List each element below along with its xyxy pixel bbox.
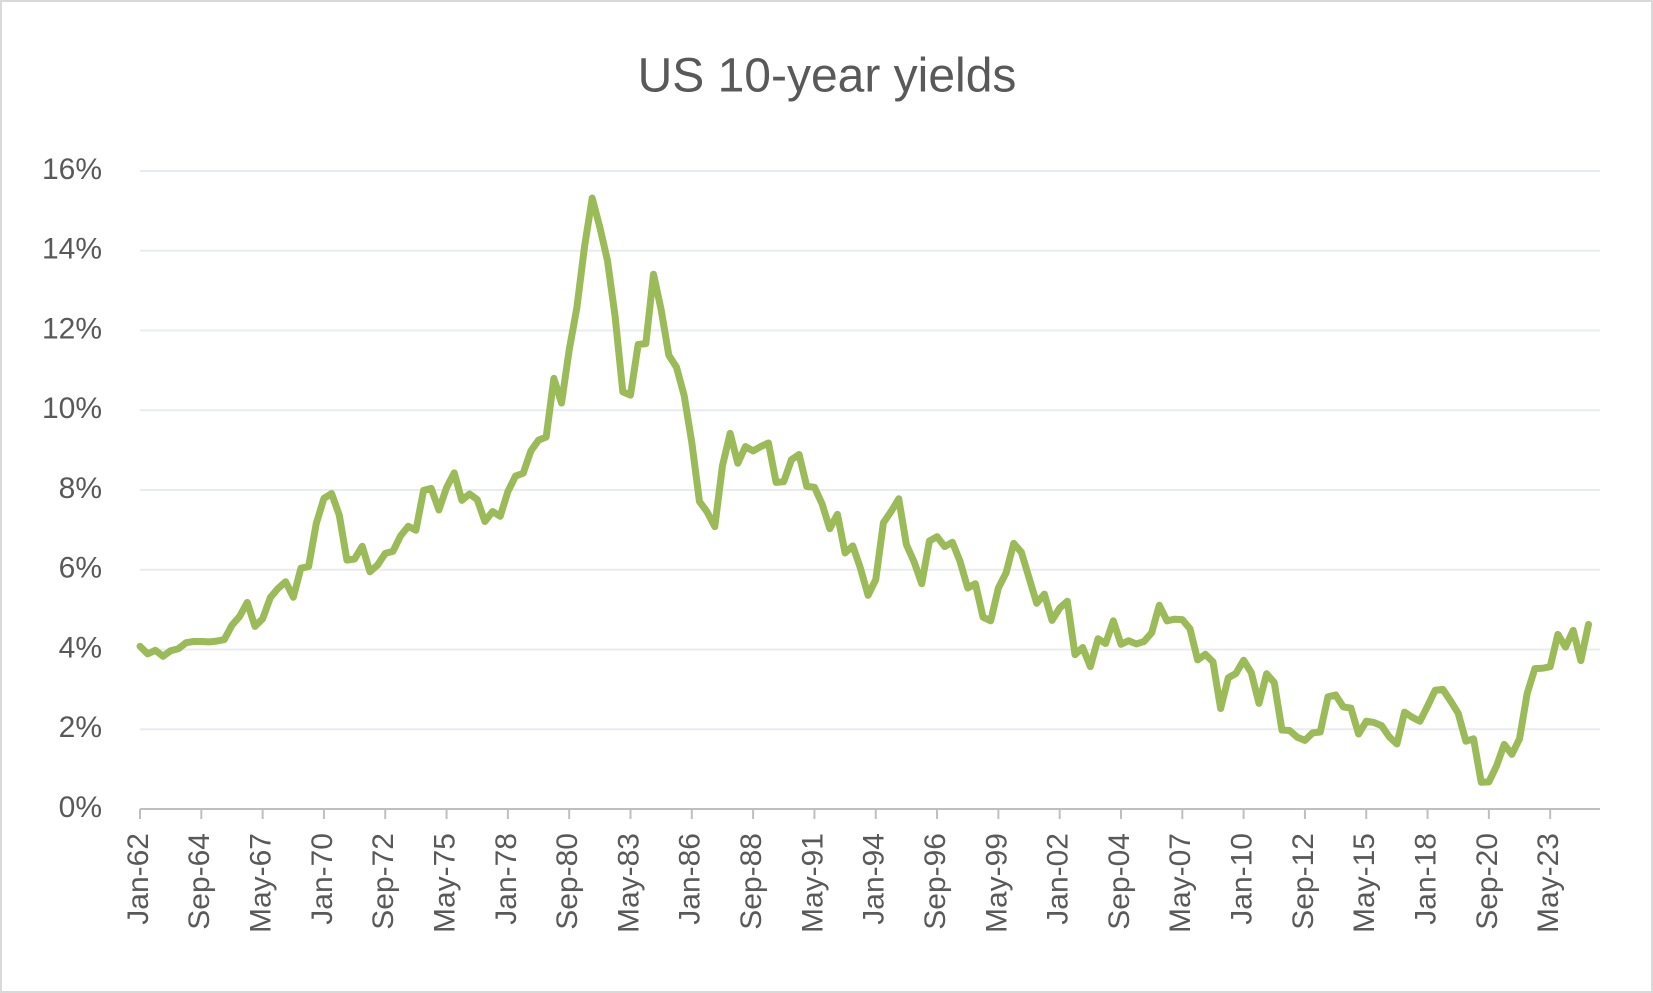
x-tick-label: Jan-18 <box>1409 833 1442 925</box>
x-tick-label: Jan-10 <box>1226 833 1259 925</box>
y-tick-label: 8% <box>59 472 102 505</box>
x-tick-label: May-99 <box>980 833 1013 933</box>
x-tick-label: Sep-12 <box>1287 833 1320 930</box>
x-tick-label: May-07 <box>1164 833 1197 933</box>
x-tick-label: May-83 <box>612 833 645 933</box>
y-tick-label: 10% <box>42 392 102 425</box>
x-tick-label: Sep-88 <box>735 833 768 930</box>
x-tick-label: Sep-04 <box>1103 833 1136 930</box>
x-tick-label: May-75 <box>428 833 461 933</box>
x-tick-label: Sep-80 <box>551 833 584 930</box>
y-tick-label: 0% <box>59 791 102 824</box>
plot-area <box>136 194 1592 786</box>
x-tick-label: Jan-94 <box>858 833 891 925</box>
x-tick-label: Jan-86 <box>674 833 707 925</box>
x-tick-label: Sep-20 <box>1471 833 1504 930</box>
x-tick-label: Sep-72 <box>367 833 400 930</box>
x-tick-label: Jan-62 <box>122 833 155 925</box>
x-tick-label: Sep-64 <box>183 833 216 930</box>
x-tick-label: Jan-70 <box>306 833 339 925</box>
y-tick-label: 14% <box>42 233 102 266</box>
x-axis: 0% 2% 4% 6% 8% 10% 12% 14% 16% Jan-62 Sep-64 May-67… <box>42 153 1600 933</box>
x-tick-label: May-23 <box>1532 833 1565 933</box>
x-tick-label: May-15 <box>1348 833 1381 933</box>
x-tick-label: May-91 <box>796 833 829 933</box>
chart-title: US 10-year yields <box>638 50 1017 103</box>
y-tick-label: 6% <box>59 552 102 585</box>
y-tick-label: 2% <box>59 711 102 744</box>
y-tick-label: 16% <box>42 153 102 186</box>
x-tick-label: Jan-02 <box>1042 833 1075 925</box>
line-series <box>136 194 1592 786</box>
x-tick-label: Sep-96 <box>919 833 952 930</box>
x-tick-label: Jan-78 <box>490 833 523 925</box>
x-tick-label: May-67 <box>245 833 278 933</box>
y-tick-label: 12% <box>42 312 102 345</box>
y-tick-label: 4% <box>59 631 102 664</box>
